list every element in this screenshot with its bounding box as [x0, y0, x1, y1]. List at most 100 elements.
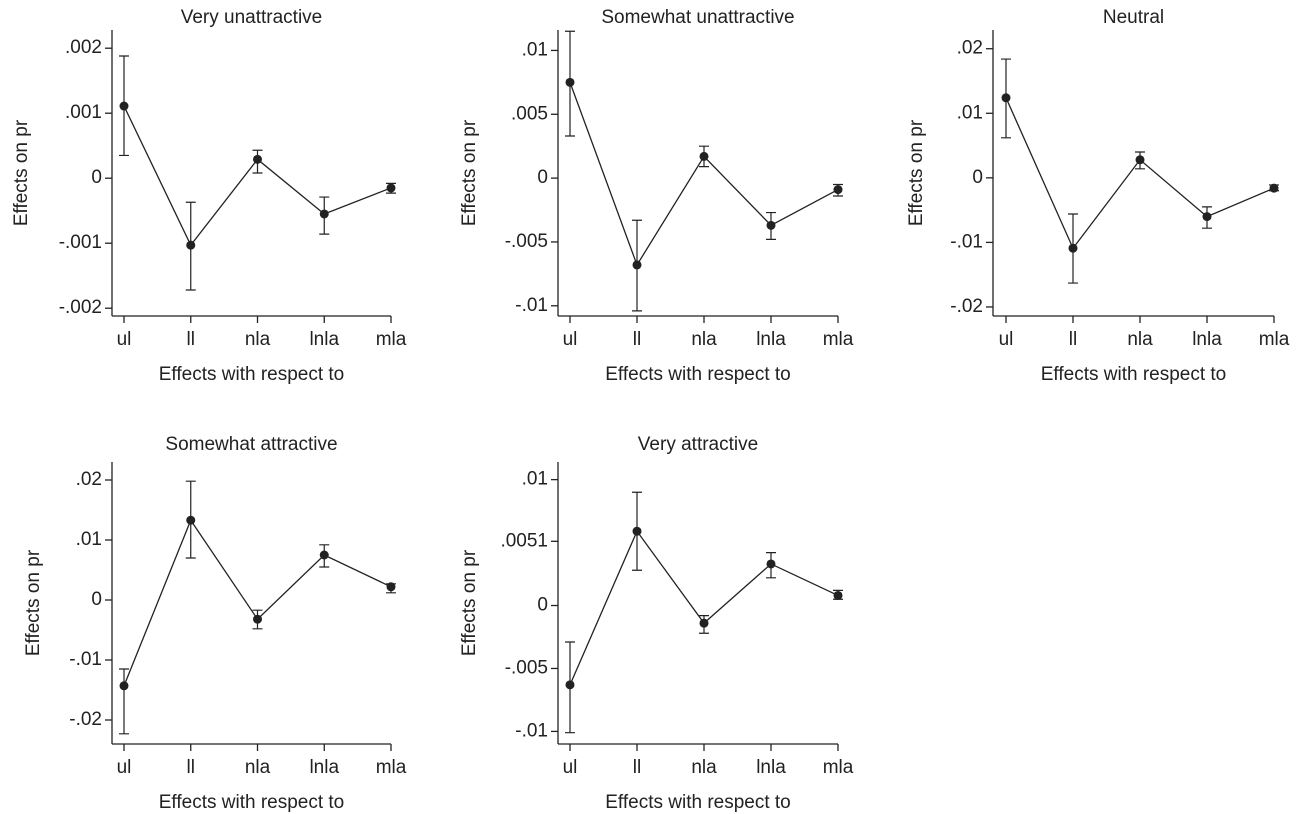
x-tick-label: ll	[187, 329, 195, 350]
chart-title: Neutral	[1103, 7, 1164, 28]
line	[1005, 97, 1275, 250]
y-tick-label: 0	[537, 595, 548, 616]
x-tick-label: ll	[1069, 329, 1077, 350]
y-tick-label: -.002	[59, 297, 102, 318]
point	[632, 526, 642, 536]
line	[123, 105, 392, 247]
x-axis-title: Effects with respect to	[159, 792, 345, 813]
point	[1001, 93, 1011, 103]
x-tick-label: nla	[1127, 329, 1153, 350]
y-axis-title: Effects on pr	[459, 119, 480, 226]
x-tick-label: ul	[117, 329, 132, 350]
panel: Very unattractive .002 .001 0 -.001 -.002 ul ll…	[11, 7, 407, 385]
y-tick-label: 0	[537, 167, 548, 188]
y-tick-label: -.005	[505, 231, 548, 252]
point	[253, 154, 262, 164]
y-tick-label: -.02	[950, 296, 983, 317]
y-tick-label: .001	[65, 102, 102, 123]
panel: Neutral .02 .01 0 -.01 -.02 ul ll nla lnla mla Effe…	[906, 7, 1290, 385]
y-tick-label: -.005	[505, 657, 548, 678]
panel: Somewhat attractive .02 .01 0 -.01 -.02 ul ll nl…	[23, 434, 407, 813]
y-axis-title: Effects on pr	[23, 549, 44, 656]
point	[766, 220, 776, 230]
line	[569, 82, 839, 267]
x-tick-label: nla	[245, 757, 271, 778]
point	[186, 515, 196, 525]
x-tick-label: ul	[563, 757, 578, 778]
y-tick-label: 0	[91, 589, 102, 610]
panel: Very attractive .01 .0051 0 -.005 -.01 ul ll nla…	[459, 434, 854, 813]
y-axis-title: Effects on pr	[459, 549, 480, 656]
line	[569, 529, 839, 686]
x-tick-label: nla	[691, 329, 717, 350]
x-axis-title: Effects with respect to	[159, 364, 345, 385]
x-axis-title: Effects with respect to	[1041, 364, 1227, 385]
y-tick-label: -.01	[515, 295, 548, 316]
x-tick-label: lnla	[756, 757, 786, 778]
x-tick-label: mla	[823, 329, 854, 350]
x-tick-label: ul	[117, 757, 132, 778]
point	[565, 77, 575, 87]
error-bar	[119, 668, 129, 735]
chart-title: Very unattractive	[181, 7, 323, 28]
x-tick-label: lnla	[309, 329, 339, 350]
y-tick-label: .01	[522, 39, 548, 60]
point	[1269, 183, 1279, 193]
y-tick-label: -.02	[69, 709, 102, 730]
chart-title: Somewhat attractive	[165, 434, 337, 455]
y-tick-label: -.01	[950, 231, 983, 252]
x-tick-label: ll	[187, 757, 195, 778]
point	[766, 559, 776, 569]
point	[119, 681, 129, 691]
point	[119, 101, 129, 111]
y-tick-label: .01	[957, 102, 983, 123]
x-tick-label: mla	[376, 757, 407, 778]
point	[833, 185, 843, 195]
x-tick-label: mla	[376, 329, 407, 350]
point	[319, 209, 329, 219]
y-tick-label: .0051	[500, 530, 548, 551]
point	[319, 550, 329, 560]
x-axis-title: Effects with respect to	[605, 792, 791, 813]
line	[123, 518, 392, 687]
x-tick-label: ll	[633, 329, 641, 350]
x-tick-label: lnla	[756, 329, 786, 350]
y-tick-label: .01	[522, 469, 548, 490]
point	[1068, 243, 1078, 253]
point	[386, 183, 396, 193]
y-tick-label: 0	[972, 167, 983, 188]
y-tick-label: 0	[91, 167, 102, 188]
point	[632, 260, 642, 270]
y-tick-label: .02	[76, 469, 102, 490]
point	[833, 590, 843, 600]
panel: Somewhat unattractive .01 .005 0 -.005 -.01 ul…	[459, 7, 854, 385]
x-tick-label: ul	[563, 329, 578, 350]
x-tick-label: nla	[691, 757, 717, 778]
y-tick-label: -.01	[515, 720, 548, 741]
y-tick-label: .02	[957, 38, 983, 59]
x-tick-label: mla	[823, 757, 854, 778]
point	[253, 614, 262, 624]
y-tick-label: -.01	[69, 649, 102, 670]
chart-title: Very attractive	[638, 434, 758, 455]
y-tick-label: .005	[511, 103, 548, 124]
x-tick-label: mla	[1259, 329, 1290, 350]
x-axis-title: Effects with respect to	[605, 364, 791, 385]
point	[565, 680, 575, 690]
point	[699, 151, 709, 161]
point	[699, 618, 709, 628]
point	[1202, 212, 1212, 222]
point	[1135, 155, 1145, 165]
x-tick-label: ul	[999, 329, 1014, 350]
point	[186, 240, 196, 250]
x-tick-label: nla	[245, 329, 271, 350]
y-tick-label: .01	[76, 529, 102, 550]
y-tick-label: .002	[65, 37, 102, 58]
y-axis-title: Effects on pr	[11, 119, 32, 226]
x-tick-label: ll	[633, 757, 641, 778]
chart-title: Somewhat unattractive	[601, 7, 794, 28]
point	[386, 582, 396, 592]
x-tick-label: lnla	[309, 757, 339, 778]
